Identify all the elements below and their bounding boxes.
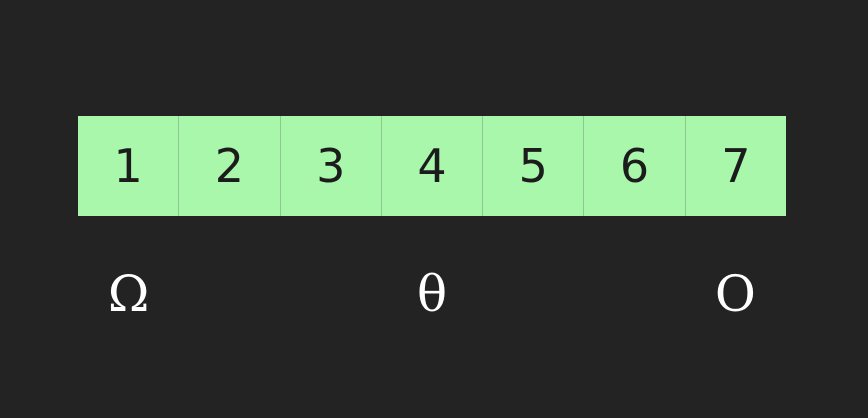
symbol-slot: [483, 262, 584, 326]
array-cell: 1: [78, 116, 180, 216]
array-cell: 2: [179, 116, 281, 216]
symbol-slot: θ: [381, 262, 482, 326]
cell-value: 4: [417, 139, 447, 193]
array-cell: 3: [280, 116, 382, 216]
big-o-symbol: O: [714, 265, 756, 323]
cell-value: 5: [518, 139, 548, 193]
theta-symbol: θ: [416, 265, 448, 323]
symbol-slot: [179, 262, 280, 326]
array-cell: 4: [381, 116, 484, 216]
symbol-slot: [280, 262, 381, 326]
array-cell: 6: [584, 116, 686, 216]
symbol-slot: O: [685, 262, 786, 326]
cell-value: 2: [214, 139, 245, 193]
array-cell: 5: [483, 116, 585, 216]
cell-value: 6: [619, 139, 650, 193]
cell-value: 1: [113, 139, 143, 193]
array-cell: 7: [685, 116, 786, 216]
array-cells: 1 2 3 4 5 6 7: [78, 116, 786, 216]
omega-symbol: Ω: [107, 265, 150, 323]
symbol-slot: Ω: [78, 262, 179, 326]
cell-value: 3: [316, 139, 346, 193]
bound-symbols: Ω θ O: [78, 262, 786, 326]
symbol-slot: [584, 262, 685, 326]
cell-value: 7: [721, 139, 751, 193]
